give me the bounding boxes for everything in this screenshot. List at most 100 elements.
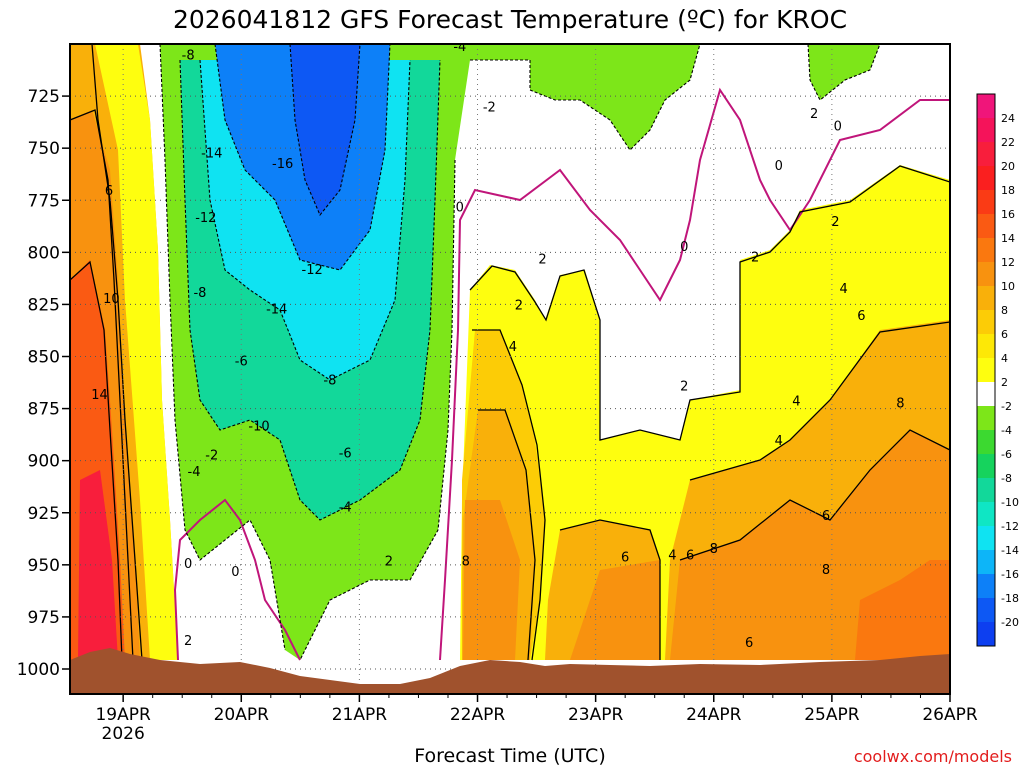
y-tick-label: 750: [28, 139, 60, 159]
colorbar-swatch: [977, 142, 995, 167]
colorbar-swatch: [977, 262, 995, 287]
contour-label: 4: [668, 548, 676, 563]
colorbar-swatch: [977, 478, 995, 503]
contour-label: 8: [710, 542, 718, 557]
contour-label: 2: [751, 251, 759, 266]
y-tick-label: 1000: [17, 660, 60, 680]
contour-label: 0: [680, 240, 688, 255]
colorbar-label: -8: [1001, 472, 1012, 485]
colorbar-label: -14: [1001, 544, 1019, 557]
contour-label: -4: [339, 501, 352, 516]
contour-label: -12: [302, 263, 323, 278]
contour-label: 4: [509, 340, 517, 355]
contour-label: 2: [831, 215, 839, 230]
colorbar-label: -20: [1001, 616, 1019, 629]
contour-label: -14: [201, 146, 222, 161]
contour-label: 6: [857, 309, 865, 324]
colorbar-label: 8: [1001, 304, 1008, 317]
contour-label: 0: [231, 565, 239, 580]
colorbar-label: 2: [1001, 376, 1008, 389]
x-tick-label: 23APR: [568, 705, 624, 725]
colorbar-swatch: [977, 622, 995, 647]
region-green-upper-right: [530, 44, 700, 150]
colorbar-label: 24: [1001, 112, 1015, 125]
colorbar-frame: [976, 93, 996, 647]
contour-label: 2: [515, 298, 523, 313]
x-tick-year-label: 2026: [102, 724, 145, 744]
contour-label: 4: [840, 282, 848, 297]
colorbar-swatch: [977, 502, 995, 527]
colorbar-label: 12: [1001, 256, 1015, 269]
y-tick-label: 825: [28, 295, 60, 315]
contour-label: -6: [339, 446, 352, 461]
negative-contours: [159, 44, 881, 661]
contour-label: 10: [103, 292, 120, 307]
contour-label: 0: [456, 201, 464, 216]
positive-contours: [70, 44, 950, 661]
x-tick-label: 26APR: [922, 705, 978, 725]
contour-label: 2: [810, 107, 818, 122]
plot-frame: [69, 43, 951, 695]
colorbar-swatch: [977, 454, 995, 479]
contour-label: 0: [775, 159, 783, 174]
colorbar-label: -10: [1001, 496, 1019, 509]
contour-label: 6: [686, 548, 694, 563]
colorbar-label: 22: [1001, 136, 1015, 149]
contour-label: 6: [621, 551, 629, 566]
colorbar-swatch: [977, 94, 995, 119]
zero-contour-left: [173, 498, 301, 661]
x-tick-label: 19APR: [95, 705, 151, 725]
contour-label: 2: [385, 555, 393, 570]
contour-label: 2: [184, 634, 192, 649]
colorbar-label: -2: [1001, 400, 1012, 413]
colorbar-swatch: [977, 118, 995, 143]
colorbar-label: 18: [1001, 184, 1015, 197]
colorbar-swatch: [977, 190, 995, 215]
contour-label: 2: [680, 380, 688, 395]
contour-label: 0: [184, 557, 192, 572]
x-tick-label: 24APR: [686, 705, 742, 725]
colorbar-swatch: [977, 382, 995, 407]
colorbar-swatch: [977, 166, 995, 191]
contour-label: -10: [248, 419, 269, 434]
colorbar-swatch: [977, 238, 995, 263]
colorbar-label: -18: [1001, 592, 1019, 605]
ground-surface: [70, 648, 950, 694]
colorbar-label: 20: [1001, 160, 1015, 173]
colorbar-swatch: [977, 574, 995, 599]
colorbar-label: -6: [1001, 448, 1012, 461]
contour-label: -8: [182, 48, 195, 63]
colorbar-swatch: [977, 310, 995, 335]
x-axis-title: Forecast Time (UTC): [414, 745, 605, 767]
contour-label: -8: [193, 286, 206, 301]
contour-label: -14: [266, 303, 287, 318]
x-tick-label: 22APR: [450, 705, 506, 725]
colorbar-label: 16: [1001, 208, 1015, 221]
colorbar-swatch: [977, 358, 995, 383]
contour-label: -4: [188, 465, 201, 480]
contour-label: 0: [834, 119, 842, 134]
contour-label: 8: [462, 555, 470, 570]
region-yellow-left-edge: [95, 44, 178, 660]
region-hot-left: [78, 470, 118, 660]
region-deep-orange-right: [463, 430, 950, 660]
y-tick-label: 975: [28, 608, 60, 628]
y-tick-label: 950: [28, 556, 60, 576]
y-tick-label: 925: [28, 504, 60, 524]
colorbar-swatch: [977, 406, 995, 431]
colorbar-label: 14: [1001, 232, 1015, 245]
contour-label: 6: [105, 184, 113, 199]
x-tick-label: 20APR: [214, 705, 270, 725]
contour-label: 2: [538, 253, 546, 268]
x-tick-label: 21APR: [332, 705, 388, 725]
contour-label: -4: [453, 40, 466, 55]
contour-label: 6: [822, 509, 830, 524]
colorbar-swatch: [977, 286, 995, 311]
contour-value-labels: 6 10 14 -8 -14 -16 -12 -8 -6 -14 -12 -8 -10 -6 -4 -2 -4 0…: [91, 40, 904, 651]
contour-label: -8: [323, 373, 336, 388]
region-red-right: [855, 560, 950, 660]
y-tick-label: 800: [28, 243, 60, 263]
colorbar-label: 6: [1001, 328, 1008, 341]
y-axis: 725 750 775 800 825 850 875 900 925 950 975 1000: [17, 87, 70, 680]
